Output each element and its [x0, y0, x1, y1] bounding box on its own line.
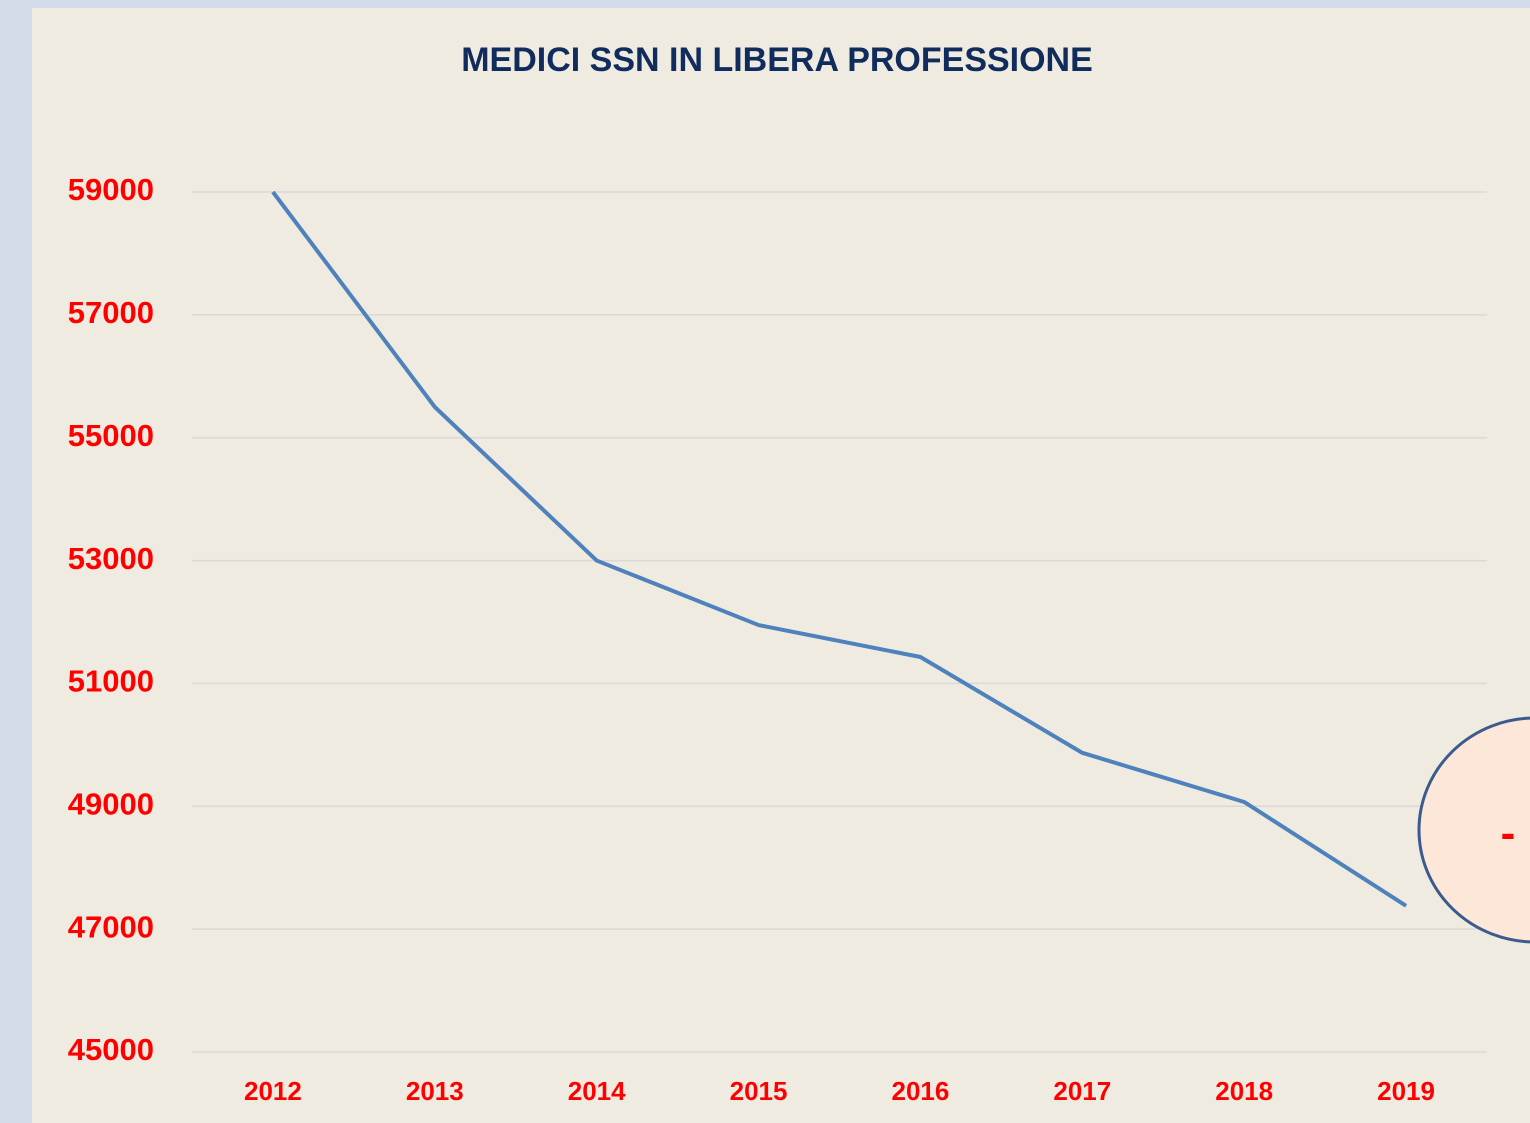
- data-line: [271, 190, 1408, 908]
- x-tick-label: 2017: [1053, 1076, 1111, 1106]
- y-tick-label: 51000: [68, 664, 154, 699]
- x-tick-label: 2013: [406, 1076, 464, 1106]
- chart-title: MEDICI SSN IN LIBERA PROFESSIONE: [461, 41, 1093, 79]
- annotation-ellipse: [1417, 716, 1530, 944]
- y-tick-label: 57000: [68, 295, 154, 330]
- x-tick-label: 2012: [244, 1076, 302, 1106]
- y-tick-label: 47000: [68, 909, 154, 944]
- y-tick-label: 53000: [68, 541, 154, 576]
- x-tick-label: 2019: [1377, 1076, 1435, 1106]
- annotation-text: -: [1501, 809, 1516, 858]
- y-tick-label: 55000: [68, 418, 154, 453]
- y-tick-label: 45000: [68, 1032, 154, 1067]
- y-tick-label: 59000: [68, 172, 154, 207]
- x-tick-label: 2015: [730, 1076, 788, 1106]
- y-tick-label: 49000: [68, 786, 154, 821]
- x-tick-label: 2018: [1215, 1076, 1273, 1106]
- chart-panel: [32, 8, 1530, 1123]
- x-tick-label: 2014: [568, 1076, 626, 1106]
- x-tick-label: 2016: [892, 1076, 950, 1106]
